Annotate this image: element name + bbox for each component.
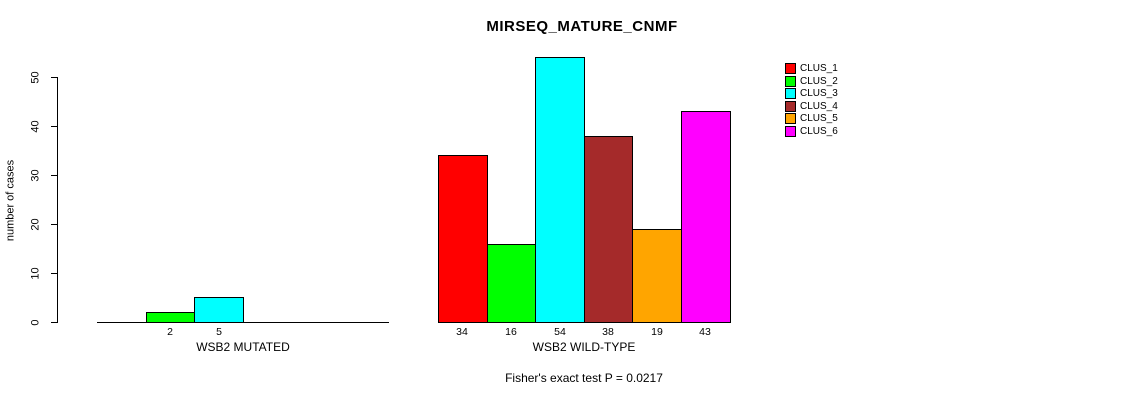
y-tick-label: 0 [29, 319, 42, 326]
bar-value-clus_2-g1: 16 [505, 326, 517, 338]
y-tick-label: 40 [29, 120, 42, 133]
legend-swatch-clus_6 [785, 126, 796, 137]
bar-clus_5-g1 [632, 229, 682, 323]
legend-swatch-clus_5 [785, 113, 796, 124]
bar-value-clus_3-g1: 54 [554, 326, 566, 338]
legend-swatch-clus_1 [785, 63, 796, 74]
legend-label: CLUS_6 [800, 126, 838, 137]
legend-item: CLUS_2 [785, 76, 838, 87]
legend-item: CLUS_1 [785, 63, 838, 74]
bar-clus_1-g1 [438, 155, 488, 323]
legend-label: CLUS_3 [800, 88, 838, 99]
y-tick-label: 50 [29, 71, 42, 84]
bar-clus_2-g0 [146, 312, 195, 323]
chart-title: MIRSEQ_MATURE_CNMF [486, 18, 678, 35]
group-label-wildtype: WSB2 WILD-TYPE [532, 340, 636, 354]
bar-value-clus_1-g1: 34 [456, 326, 468, 338]
y-tick [51, 273, 57, 274]
y-axis-line [57, 77, 58, 323]
group-label-mutated: WSB2 MUTATED [196, 340, 290, 354]
y-tick [51, 77, 57, 78]
fisher-test-footnote: Fisher's exact test P = 0.0217 [505, 371, 663, 385]
y-tick-label: 20 [29, 218, 42, 231]
legend-label: CLUS_4 [800, 101, 838, 112]
bar-value-clus_2-g0: 2 [167, 326, 173, 338]
bar-clus_4-g1 [584, 136, 633, 323]
legend-item: CLUS_5 [785, 113, 838, 124]
bar-clus_6-g1 [681, 111, 731, 323]
y-axis-label: number of cases [4, 159, 17, 242]
bar-value-clus_5-g1: 19 [651, 326, 663, 338]
bar-clus_2-g1 [487, 244, 536, 323]
y-tick-label: 10 [29, 267, 42, 280]
y-tick-label: 30 [29, 169, 42, 182]
legend-item: CLUS_4 [785, 101, 838, 112]
legend-label: CLUS_5 [800, 113, 838, 124]
bar-clus_3-g1 [535, 57, 585, 323]
bar-value-clus_4-g1: 38 [602, 326, 614, 338]
legend-swatch-clus_3 [785, 88, 796, 99]
legend-label: CLUS_2 [800, 76, 838, 87]
bar-clus_3-g0 [194, 297, 244, 323]
legend-label: CLUS_1 [800, 63, 838, 74]
bar-value-clus_3-g0: 5 [216, 326, 222, 338]
y-tick [51, 126, 57, 127]
y-tick [51, 322, 57, 323]
legend-item: CLUS_6 [785, 126, 838, 137]
y-tick [51, 224, 57, 225]
legend-swatch-clus_2 [785, 76, 796, 87]
legend-item: CLUS_3 [785, 88, 838, 99]
legend-swatch-clus_4 [785, 101, 796, 112]
bar-value-clus_6-g1: 43 [699, 326, 711, 338]
y-tick [51, 175, 57, 176]
